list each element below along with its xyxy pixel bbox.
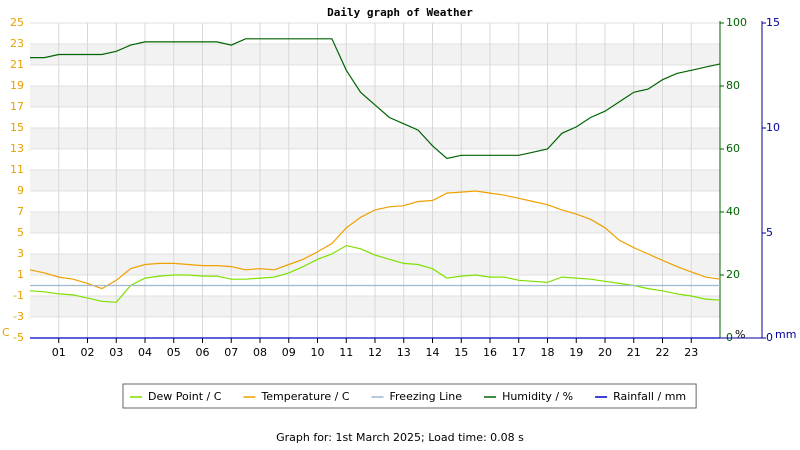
y-tick-label: 1 [17,268,24,281]
legend-label: Dew Point / C [148,390,222,403]
series-line [30,38,721,160]
x-tick-label: 05 [167,346,181,359]
y-unit: C [2,326,10,339]
legend-label: Rainfall / mm [613,390,686,403]
y3-tick-label: 5 [766,226,773,239]
y2-tick-label: 60 [726,142,740,155]
y-tick-label: 25 [10,16,24,29]
y-tick-label: 3 [17,247,24,260]
y3-tick-label: 0 [766,331,773,344]
x-tick-label: 03 [109,346,123,359]
x-tick-label: 19 [569,346,583,359]
x-tick-label: 18 [541,346,555,359]
x-tick-label: 21 [627,346,641,359]
y2-tick-label: 40 [726,205,740,218]
x-tick-label: 06 [196,346,210,359]
y-tick-label: -3 [13,310,24,323]
y2-tick-label: 100 [726,16,747,29]
y3-unit: mm [775,328,796,341]
x-tick-label: 17 [512,346,526,359]
y-tick-label: 9 [17,184,24,197]
x-tick-label: 11 [339,346,353,359]
legend-label: Freezing Line [390,390,463,403]
y2-unit: % [735,328,745,341]
y-tick-label: -1 [13,289,24,302]
x-tick-label: 22 [656,346,670,359]
legend-label: Temperature / C [260,390,349,403]
y2-tick-label: 80 [726,79,740,92]
x-tick-label: 16 [483,346,497,359]
x-tick-label: 15 [454,346,468,359]
x-tick-label: 02 [81,346,95,359]
y-tick-label: 11 [10,163,24,176]
y-tick-label: 21 [10,58,24,71]
x-tick-label: 23 [684,346,698,359]
y2-tick-label: 20 [726,268,740,281]
x-tick-label: 04 [138,346,152,359]
legend-label: Humidity / % [502,390,573,403]
y-tick-label: 13 [10,142,24,155]
y-tick-label: -5 [13,331,24,344]
x-tick-label: 07 [224,346,238,359]
x-tick-label: 20 [598,346,612,359]
series-line [29,244,721,303]
x-tick-label: 12 [368,346,382,359]
series-line [29,190,721,290]
legend-box [122,383,697,409]
x-tick-label: 08 [253,346,267,359]
x-tick-label: 13 [397,346,411,359]
chart-title: Daily graph of Weather [327,6,473,19]
y-tick-label: 5 [17,226,24,239]
x-tick-label: 01 [52,346,66,359]
x-tick-label: 14 [426,346,440,359]
y-tick-label: 23 [10,37,24,50]
x-tick-label: 10 [311,346,325,359]
y-tick-label: 15 [10,121,24,134]
y-tick-label: 7 [17,205,24,218]
x-tick-label: 09 [282,346,296,359]
y3-tick-label: 15 [766,16,780,29]
y-tick-label: 19 [10,79,24,92]
y-tick-label: 17 [10,100,24,113]
footer: Graph for: 1st March 2025; Load time: 0.… [276,431,524,444]
y3-tick-label: 10 [766,121,780,134]
